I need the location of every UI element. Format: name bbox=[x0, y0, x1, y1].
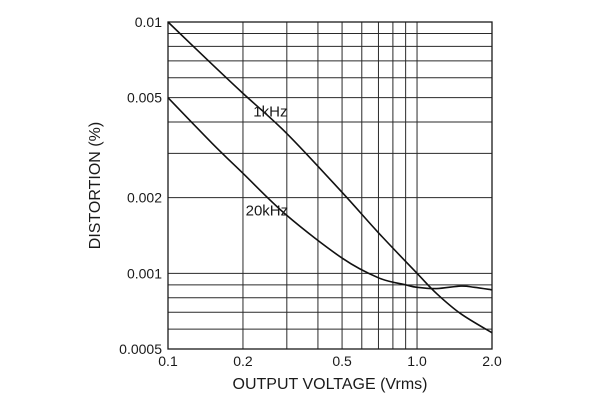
y-tick-label: 0.001 bbox=[127, 265, 162, 281]
x-tick-label: 0.1 bbox=[158, 353, 178, 369]
series-lines bbox=[167, 21, 493, 334]
series-label-20khz: 20kHz bbox=[246, 202, 289, 219]
y-tick-label: 0.01 bbox=[135, 14, 162, 30]
y-tick-label: 0.0005 bbox=[119, 341, 162, 357]
x-tick-label: 2.0 bbox=[482, 353, 502, 369]
series-line-1khz bbox=[167, 21, 493, 334]
series-labels: 1kHz 20kHz bbox=[246, 104, 289, 220]
y-axis-title: DISTORTION (%) bbox=[87, 122, 104, 249]
plot-frame bbox=[167, 21, 493, 350]
x-axis-title: OUTPUT VOLTAGE (Vrms) bbox=[233, 376, 428, 393]
y-tick-label: 0.005 bbox=[127, 90, 162, 106]
x-tick-label: 1.0 bbox=[407, 353, 427, 369]
series-line-20khz bbox=[167, 97, 493, 291]
x-tick-label: 0.2 bbox=[233, 353, 253, 369]
x-tick-label: 0.5 bbox=[332, 353, 352, 369]
series-label-1khz: 1kHz bbox=[253, 104, 287, 121]
y-tick-label: 0.002 bbox=[127, 190, 162, 206]
tick-labels: 0.1 0.2 0.5 1.0 2.0 0.01 0.005 0.002 0.001 0.0005 bbox=[119, 14, 502, 369]
